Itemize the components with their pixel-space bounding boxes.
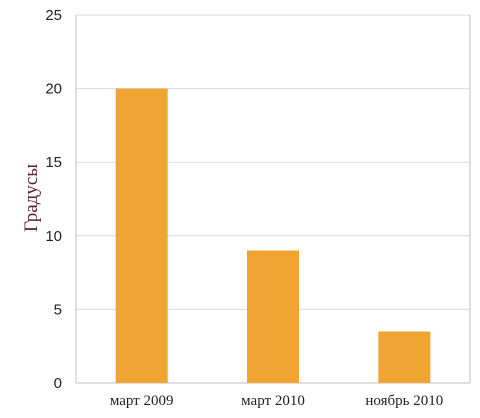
bar <box>115 88 168 383</box>
y-axis-label: Градусы <box>21 164 42 232</box>
y-tick-labels: 0 5 10 15 20 25 <box>45 7 62 392</box>
y-tick-label: 10 <box>45 228 62 245</box>
y-tick-label: 0 <box>54 375 62 392</box>
y-tick-label: 15 <box>45 154 62 171</box>
bar <box>378 331 431 383</box>
y-tick-label: 20 <box>45 81 62 98</box>
y-tick-label: 25 <box>45 7 62 24</box>
bars <box>115 88 431 383</box>
bar <box>247 250 299 383</box>
x-tick-label: март 2010 <box>241 393 305 409</box>
y-tick-label: 5 <box>54 301 62 318</box>
x-tick-label: март 2009 <box>110 393 174 409</box>
x-tick-labels: март 2009 март 2010 ноябрь 2010 <box>110 393 443 409</box>
x-tick-label: ноябрь 2010 <box>365 393 443 409</box>
